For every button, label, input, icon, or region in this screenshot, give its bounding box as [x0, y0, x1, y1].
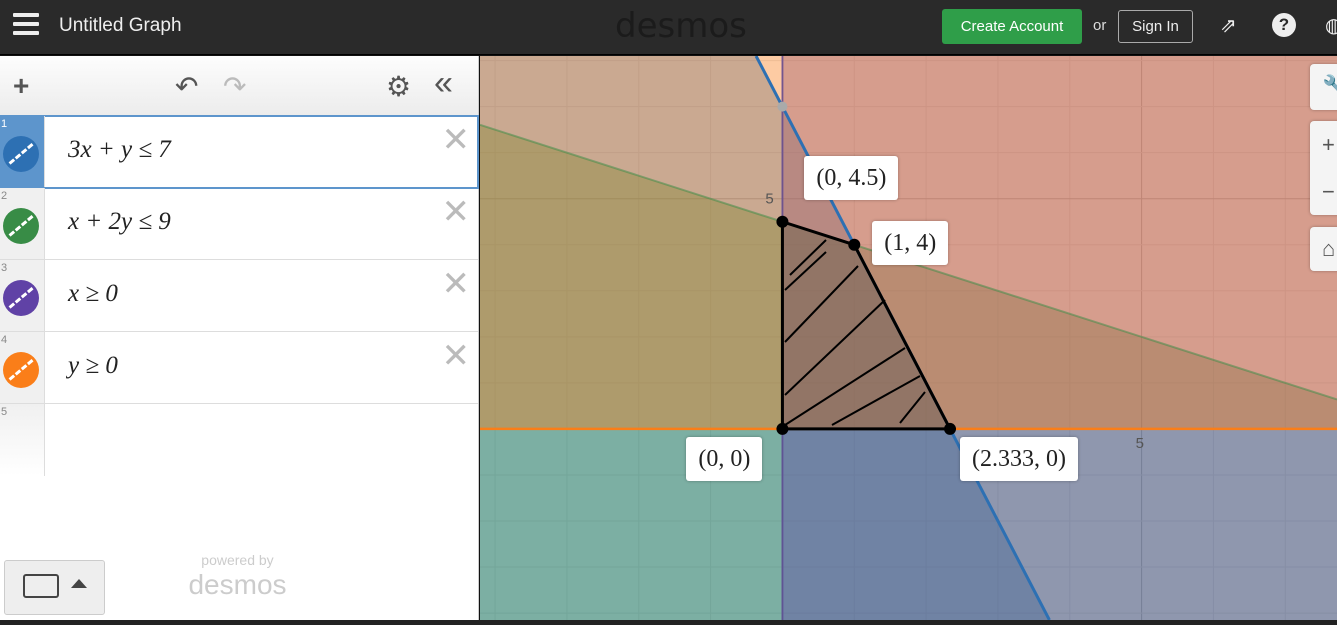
powered-by-desmos[interactable]: powered by desmos	[180, 552, 295, 601]
vertex-point	[944, 422, 957, 435]
hatch-line	[899, 391, 926, 424]
region-x-plus-2y-le-9	[480, 124, 1337, 620]
expression-toolbar: + ↶ ↷ ⚙ «	[0, 56, 478, 116]
hatch-line	[784, 299, 886, 396]
zoom-controls: + −	[1310, 121, 1337, 215]
expression-number: 4	[1, 334, 8, 346]
expression-number: 2	[1, 190, 8, 202]
point-label[interactable]: (0, 0)	[686, 436, 763, 481]
delete-expression-icon[interactable]: ✕	[441, 193, 471, 231]
create-account-button[interactable]: Create Account	[942, 9, 1082, 44]
home-icon[interactable]: ⌂	[1310, 227, 1337, 271]
graph-title[interactable]: Untitled Graph	[59, 15, 182, 36]
hatch-line	[784, 251, 827, 291]
expression-input[interactable]: 3x + y ≤ 7	[68, 136, 171, 163]
region-3x-plus-y-le-7	[480, 56, 1050, 620]
vertex-point	[776, 422, 789, 435]
settings-gear-icon[interactable]: ⚙	[386, 71, 412, 102]
expression-row[interactable]: 3 x ≥ 0 ✕	[0, 260, 478, 332]
caret-up-icon	[71, 579, 87, 588]
hatch-line	[831, 375, 921, 426]
add-expression-button[interactable]: +	[13, 70, 30, 101]
sign-in-button[interactable]: Sign In	[1118, 10, 1193, 43]
zoom-in-button[interactable]: +	[1322, 132, 1335, 157]
menu-icon[interactable]	[13, 13, 39, 35]
or-text: or	[1093, 17, 1107, 34]
color-toggle-icon[interactable]	[3, 352, 39, 388]
redo-button[interactable]: ↷	[223, 71, 247, 102]
zoom-out-button[interactable]: −	[1322, 179, 1335, 204]
share-icon[interactable]: ⇗	[1220, 15, 1237, 37]
vertex-point	[776, 215, 789, 228]
expression-number: 3	[1, 262, 8, 274]
x-tick-label-5: 5	[1136, 435, 1144, 452]
color-toggle-icon[interactable]	[3, 280, 39, 316]
expression-row[interactable]: 5	[0, 404, 478, 476]
expression-row[interactable]: 1 3x + y ≤ 7 ✕	[0, 115, 479, 189]
expression-number: 1	[1, 118, 8, 130]
bottom-strip	[0, 620, 1337, 625]
expression-gutter: 2	[0, 188, 45, 259]
language-icon[interactable]: ◍	[1325, 15, 1337, 37]
intercept-point	[777, 101, 788, 112]
hatch-line	[789, 239, 827, 276]
powered-by-logo: desmos	[188, 569, 287, 600]
expression-gutter: 4	[0, 332, 45, 403]
expression-panel: + ↶ ↷ ⚙ « 1 3x + y ≤ 7 ✕ 2 x + 2y ≤ 9 ✕ 3 …	[0, 56, 479, 620]
delete-expression-icon[interactable]: ✕	[441, 121, 471, 159]
collapse-panel-button[interactable]: «	[434, 64, 453, 102]
color-toggle-icon[interactable]	[3, 208, 39, 244]
powered-by-text: powered by	[201, 552, 274, 568]
expression-row[interactable]: 4 y ≥ 0 ✕	[0, 332, 478, 404]
top-bar: Untitled Graph desmos Create Account or …	[0, 0, 1337, 55]
undo-button[interactable]: ↶	[175, 71, 199, 102]
point-label[interactable]: (1, 4)	[872, 220, 949, 265]
keyboard-icon	[23, 574, 59, 598]
keyboard-toggle-button[interactable]	[4, 560, 105, 615]
expression-gutter: 1	[0, 116, 45, 187]
region-x-ge-0	[782, 56, 1337, 620]
delete-expression-icon[interactable]: ✕	[441, 265, 471, 303]
desmos-logo: desmos	[615, 6, 747, 46]
expression-number: 5	[1, 406, 8, 418]
help-icon[interactable]: ?	[1272, 13, 1296, 37]
graph-svg[interactable]: 55	[480, 56, 1337, 620]
expression-gutter: 3	[0, 260, 45, 331]
vertex-point	[848, 238, 861, 251]
point-label[interactable]: (0, 4.5)	[804, 155, 899, 200]
hatch-line	[784, 347, 906, 426]
expression-input[interactable]: y ≥ 0	[68, 352, 118, 379]
delete-expression-icon[interactable]: ✕	[441, 337, 471, 375]
color-toggle-icon[interactable]	[3, 136, 39, 172]
expression-gutter: 5	[0, 404, 45, 476]
y-tick-label-5: 5	[765, 191, 773, 208]
expression-input[interactable]: x ≥ 0	[68, 280, 118, 307]
point-label[interactable]: (2.333, 0)	[960, 436, 1078, 481]
hatch-line	[784, 265, 859, 343]
expression-input[interactable]: x + 2y ≤ 9	[68, 208, 171, 235]
expression-row[interactable]: 2 x + 2y ≤ 9 ✕	[0, 188, 478, 260]
graph-settings-wrench-icon[interactable]: 🔧	[1310, 64, 1337, 110]
